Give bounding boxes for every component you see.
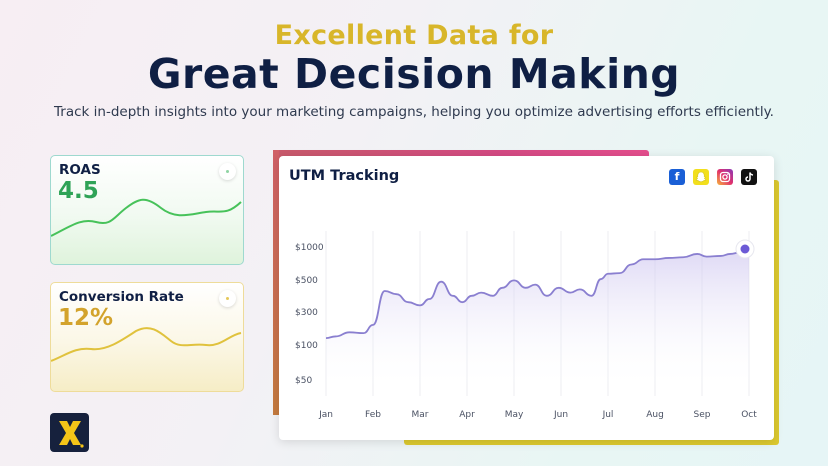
conversion-rate-value: 12% [58,305,114,331]
x-tick-label: Jan [318,410,333,420]
y-tick-label: $50 [295,376,312,386]
conversion-indicator-dot [219,290,236,307]
x-tick-label: Mar [412,410,429,420]
latest-point-marker [740,244,750,254]
hero-kicker: Excellent Data for [274,20,554,51]
x-tick-label: Feb [365,410,381,420]
hero-subtitle: Track in-depth insights into your market… [54,104,774,120]
roas-sparkline [51,198,242,237]
roas-value: 4.5 [58,178,99,204]
x-tick-label: Aug [646,410,664,420]
y-tick-label: $300 [295,308,318,318]
hero-title: Great Decision Making [147,50,681,98]
x-tick-label: Oct [741,410,757,420]
conversion-sparkline [51,327,242,362]
snapchat-icon[interactable] [693,169,709,185]
x-tick-label: May [505,410,524,420]
tiktok-icon[interactable] [741,169,757,185]
brand-logo [50,413,89,452]
series-area [326,250,749,391]
utm-tracking-chart: $1000 $500 $300 $100 $50 Jan Feb Mar Apr May Jun Ju… [295,231,757,420]
roas-card: ROAS 4.5 [50,155,244,265]
y-tick-label: $1000 [295,243,324,253]
conversion-rate-card: Conversion Rate 12% [50,282,244,392]
facebook-icon[interactable]: f [669,169,685,185]
utm-tracking-card: UTM Tracking f $1000 $500 $300 $100 $50 Jan Fe… [279,156,774,440]
instagram-icon[interactable] [717,169,733,185]
roas-indicator-dot [219,163,236,180]
conversion-rate-label: Conversion Rate [59,289,184,305]
roas-label: ROAS [59,162,101,178]
x-tick-label: Jun [553,410,568,420]
y-tick-label: $500 [295,276,318,286]
utm-tracking-title: UTM Tracking [289,168,400,184]
y-tick-label: $100 [295,341,318,351]
x-tick-label: Apr [459,410,475,420]
x-tick-label: Jul [602,410,614,420]
x-tick-label: Sep [694,410,711,420]
series-line [325,249,750,339]
